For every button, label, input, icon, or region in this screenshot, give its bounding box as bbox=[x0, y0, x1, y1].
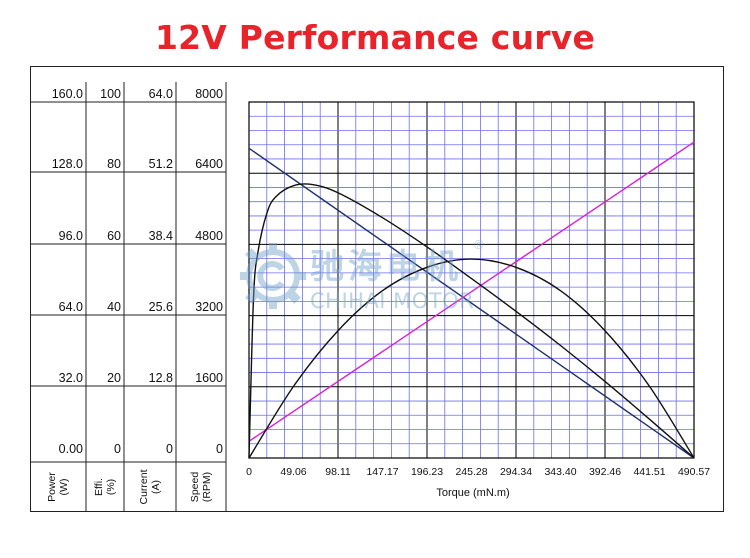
y-tick-label: 0 bbox=[216, 442, 223, 456]
x-tick-label: 98.11 bbox=[325, 466, 351, 478]
x-tick-label: 294.34 bbox=[500, 466, 532, 478]
y-axis-title-line: Power bbox=[46, 472, 58, 502]
chart-title: 12V Performance curve bbox=[154, 18, 596, 57]
y-tick-label: 40 bbox=[107, 300, 121, 314]
y-tick-label: 96.0 bbox=[59, 229, 83, 243]
x-tick-label: 147.17 bbox=[366, 466, 398, 478]
x-tick-label: 49.06 bbox=[280, 466, 306, 478]
watermark-name-zh: 驰海电机 bbox=[310, 247, 462, 287]
current-curve bbox=[248, 141, 695, 442]
y-axis-panel: 160.0 128.0 96.0 64.0 32.0 0.00 100 80 60 40 20 0 64… bbox=[30, 82, 227, 512]
y-tick-label: 160.0 bbox=[52, 87, 83, 101]
y-axis-title-unit: (W) bbox=[58, 479, 70, 496]
y-tick-label: 38.4 bbox=[149, 229, 173, 243]
y-tick-label: 64.0 bbox=[149, 87, 173, 101]
power-curve bbox=[248, 258, 695, 459]
y-axis-labels: Power (W) Effi. (%) Current (A) Speed (RPM) bbox=[46, 469, 213, 504]
plot-area-border bbox=[248, 101, 695, 459]
y-tick-label: 4800 bbox=[195, 229, 223, 243]
y-tick-label: 6400 bbox=[195, 157, 223, 171]
y-axis-title: Current (A) bbox=[138, 469, 162, 504]
x-tick-label: 343.40 bbox=[544, 466, 576, 478]
y-tick-label: 3200 bbox=[195, 300, 223, 314]
y-tick-label: 0.00 bbox=[59, 442, 83, 456]
watermark-name-en: CHIHAI MOTOR bbox=[310, 289, 475, 313]
x-tick-label: 196.23 bbox=[411, 466, 443, 478]
x-tick-label: 392.46 bbox=[589, 466, 621, 478]
chihai-logo-icon bbox=[240, 243, 306, 309]
y-tick-label: 20 bbox=[107, 371, 121, 385]
y-axis-title-line: Speed bbox=[189, 472, 201, 503]
y-axis-title: Effi. (%) bbox=[93, 478, 117, 496]
speed-curve bbox=[248, 147, 695, 459]
y-tick-label: 0 bbox=[166, 442, 173, 456]
y-tick-label: 60 bbox=[107, 229, 121, 243]
x-axis-ticks: 0 49.06 98.11 147.17 196.23 245.28 294.34 343.4… bbox=[246, 466, 710, 478]
y-tick-label: 100 bbox=[100, 87, 121, 101]
x-tick-label: 0 bbox=[246, 466, 252, 478]
y-tick-label: 128.0 bbox=[52, 157, 83, 171]
y-axis-title-line: Effi. bbox=[93, 478, 105, 496]
watermark: 驰海电机 ® CHIHAI MOTOR bbox=[232, 237, 492, 327]
y-axis-title: Speed (RPM) bbox=[189, 472, 213, 503]
watermark-registered-mark: ® bbox=[474, 237, 484, 252]
x-axis-label: Torque (mN.m) bbox=[436, 487, 509, 499]
y-tick-label: 80 bbox=[107, 157, 121, 171]
chart-curves bbox=[248, 141, 695, 459]
y-axis-title-unit: (A) bbox=[150, 480, 162, 494]
y-tick-label: 51.2 bbox=[149, 157, 173, 171]
y-tick-label: 0 bbox=[114, 442, 121, 456]
y-tick-label: 25.6 bbox=[149, 300, 173, 314]
x-tick-label: 441.51 bbox=[633, 466, 665, 478]
x-tick-label: 490.57 bbox=[678, 466, 710, 478]
y-tick-label: 64.0 bbox=[59, 300, 83, 314]
chart-frame bbox=[30, 66, 724, 512]
y-axis-title-unit: (%) bbox=[105, 479, 117, 495]
y-axis-title: Power (W) bbox=[46, 472, 70, 502]
chart-grid bbox=[248, 101, 695, 459]
efficiency-curve bbox=[248, 183, 695, 459]
y-tick-label: 32.0 bbox=[59, 371, 83, 385]
y-axis-title-unit: (RPM) bbox=[201, 472, 213, 502]
y-tick-label: 1600 bbox=[195, 371, 223, 385]
y-tick-label: 8000 bbox=[195, 87, 223, 101]
y-axis-title-line: Current bbox=[138, 469, 150, 504]
x-tick-label: 245.28 bbox=[455, 466, 487, 478]
y-tick-label: 12.8 bbox=[149, 371, 173, 385]
